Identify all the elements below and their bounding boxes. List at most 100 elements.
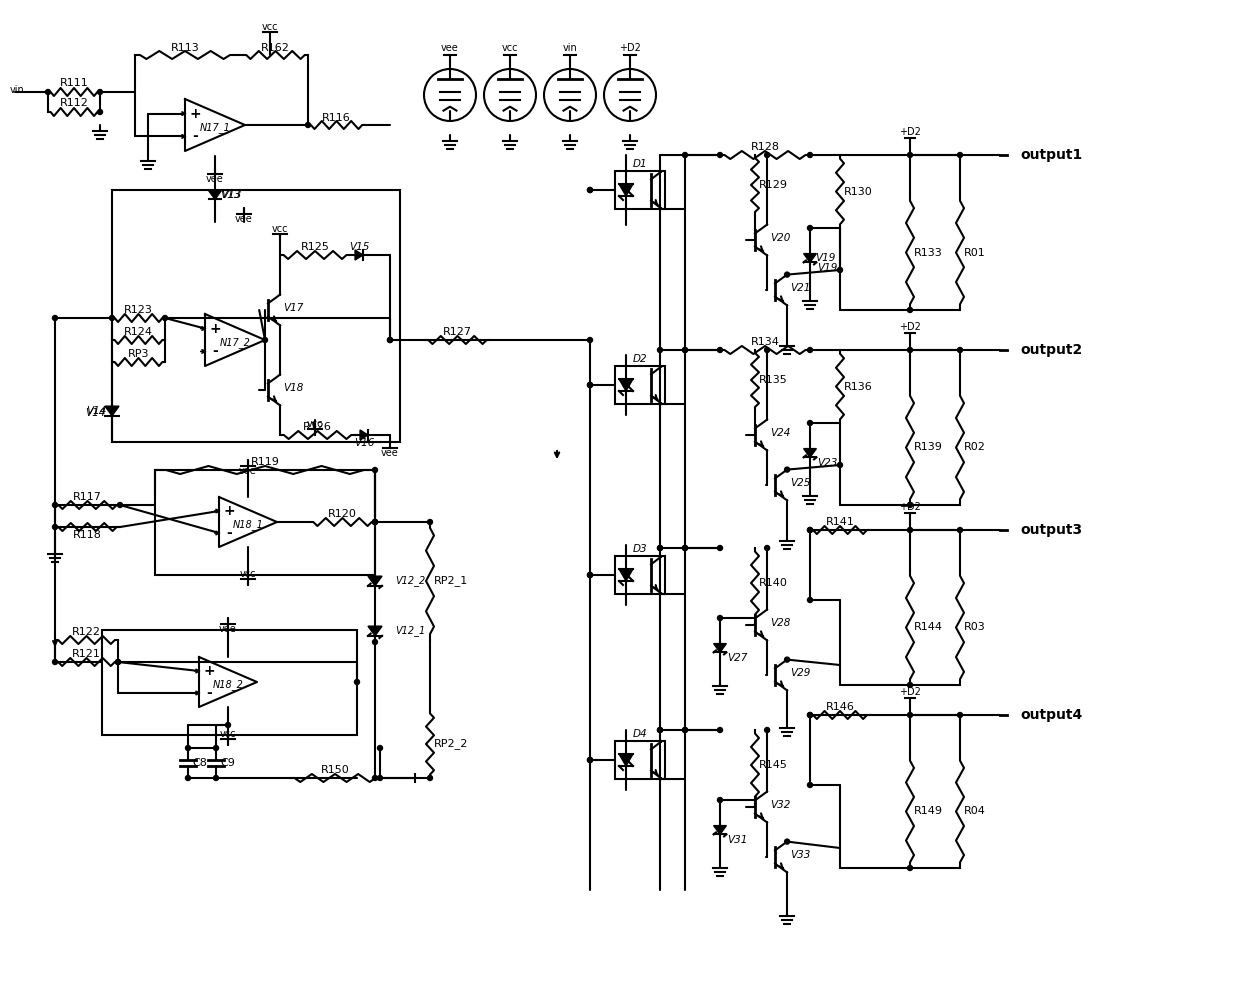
Polygon shape — [360, 430, 368, 440]
Text: R140: R140 — [759, 578, 787, 588]
Circle shape — [957, 527, 962, 532]
Circle shape — [807, 420, 812, 425]
Polygon shape — [105, 406, 119, 415]
Circle shape — [588, 188, 593, 193]
Circle shape — [657, 546, 662, 551]
Circle shape — [765, 728, 770, 733]
Text: R144: R144 — [914, 622, 942, 633]
Circle shape — [807, 527, 812, 532]
Circle shape — [162, 315, 167, 320]
Text: +: + — [210, 321, 221, 335]
Circle shape — [785, 467, 790, 472]
Bar — [615, 556, 665, 594]
Text: V15: V15 — [348, 242, 370, 252]
Text: V17: V17 — [284, 303, 304, 313]
Text: vee: vee — [219, 624, 237, 634]
Circle shape — [46, 89, 51, 95]
Text: vcc: vcc — [219, 729, 237, 739]
Text: +D2: +D2 — [899, 127, 921, 137]
Text: R124: R124 — [124, 327, 153, 337]
Circle shape — [718, 797, 723, 802]
Text: R149: R149 — [914, 806, 942, 817]
Circle shape — [98, 110, 103, 115]
Text: vcc: vcc — [239, 569, 257, 579]
Text: V16: V16 — [353, 438, 374, 448]
Text: N17_1: N17_1 — [200, 123, 231, 134]
Polygon shape — [713, 826, 727, 835]
Bar — [155, 470, 374, 575]
Text: V24: V24 — [770, 428, 791, 438]
Text: vcc: vcc — [262, 22, 278, 32]
Text: C8: C8 — [192, 758, 207, 768]
Circle shape — [657, 546, 662, 551]
Circle shape — [186, 746, 191, 751]
Circle shape — [785, 272, 790, 277]
Circle shape — [588, 383, 593, 388]
Circle shape — [837, 463, 842, 468]
Text: RP3: RP3 — [128, 349, 149, 359]
Text: output4: output4 — [1021, 708, 1083, 722]
Text: vee: vee — [381, 448, 399, 458]
Text: V25: V25 — [790, 478, 811, 488]
Text: V19: V19 — [815, 253, 836, 263]
Circle shape — [682, 152, 687, 157]
Circle shape — [213, 775, 218, 780]
Polygon shape — [619, 569, 632, 581]
Text: +D2: +D2 — [899, 322, 921, 332]
Text: -: - — [206, 686, 212, 700]
Bar — [615, 741, 665, 779]
Circle shape — [372, 519, 377, 524]
Text: +: + — [203, 664, 215, 678]
Text: R113: R113 — [171, 43, 200, 53]
Polygon shape — [355, 250, 363, 260]
Text: V31: V31 — [727, 835, 748, 845]
Text: R141: R141 — [826, 517, 854, 527]
Circle shape — [588, 758, 593, 763]
Text: -: - — [212, 344, 218, 358]
Circle shape — [908, 527, 913, 532]
Circle shape — [718, 728, 723, 733]
Circle shape — [908, 502, 913, 507]
Text: vin: vin — [10, 85, 25, 95]
Circle shape — [372, 468, 377, 473]
Bar — [615, 366, 665, 404]
Text: R122: R122 — [72, 627, 100, 637]
Polygon shape — [368, 626, 382, 636]
Text: R117: R117 — [73, 492, 102, 502]
Text: vee: vee — [236, 214, 253, 224]
Circle shape — [957, 152, 962, 157]
Circle shape — [657, 728, 662, 733]
Circle shape — [186, 775, 191, 780]
Text: D3: D3 — [632, 544, 647, 554]
Polygon shape — [619, 379, 632, 391]
Text: vee: vee — [206, 174, 224, 184]
Circle shape — [718, 615, 723, 620]
Circle shape — [837, 267, 842, 273]
Text: V20: V20 — [770, 232, 791, 243]
Text: N18_2: N18_2 — [212, 679, 243, 690]
Circle shape — [807, 225, 812, 230]
Circle shape — [807, 712, 812, 717]
Circle shape — [682, 546, 687, 551]
Text: R03: R03 — [963, 622, 986, 633]
Circle shape — [908, 865, 913, 870]
Circle shape — [115, 660, 120, 665]
Text: V32: V32 — [770, 800, 791, 810]
Circle shape — [263, 337, 268, 342]
Text: +D2: +D2 — [899, 687, 921, 697]
Text: R150: R150 — [321, 765, 350, 775]
Circle shape — [109, 315, 114, 320]
Polygon shape — [368, 577, 382, 585]
Circle shape — [657, 347, 662, 352]
Circle shape — [718, 546, 723, 551]
Circle shape — [807, 152, 812, 157]
Text: +: + — [223, 504, 234, 518]
Circle shape — [718, 347, 723, 352]
Circle shape — [957, 712, 962, 717]
Circle shape — [588, 573, 593, 578]
Text: +D2: +D2 — [899, 502, 921, 512]
Text: R02: R02 — [963, 442, 986, 453]
Text: R134: R134 — [750, 337, 780, 347]
Polygon shape — [619, 184, 632, 196]
Circle shape — [908, 308, 913, 313]
